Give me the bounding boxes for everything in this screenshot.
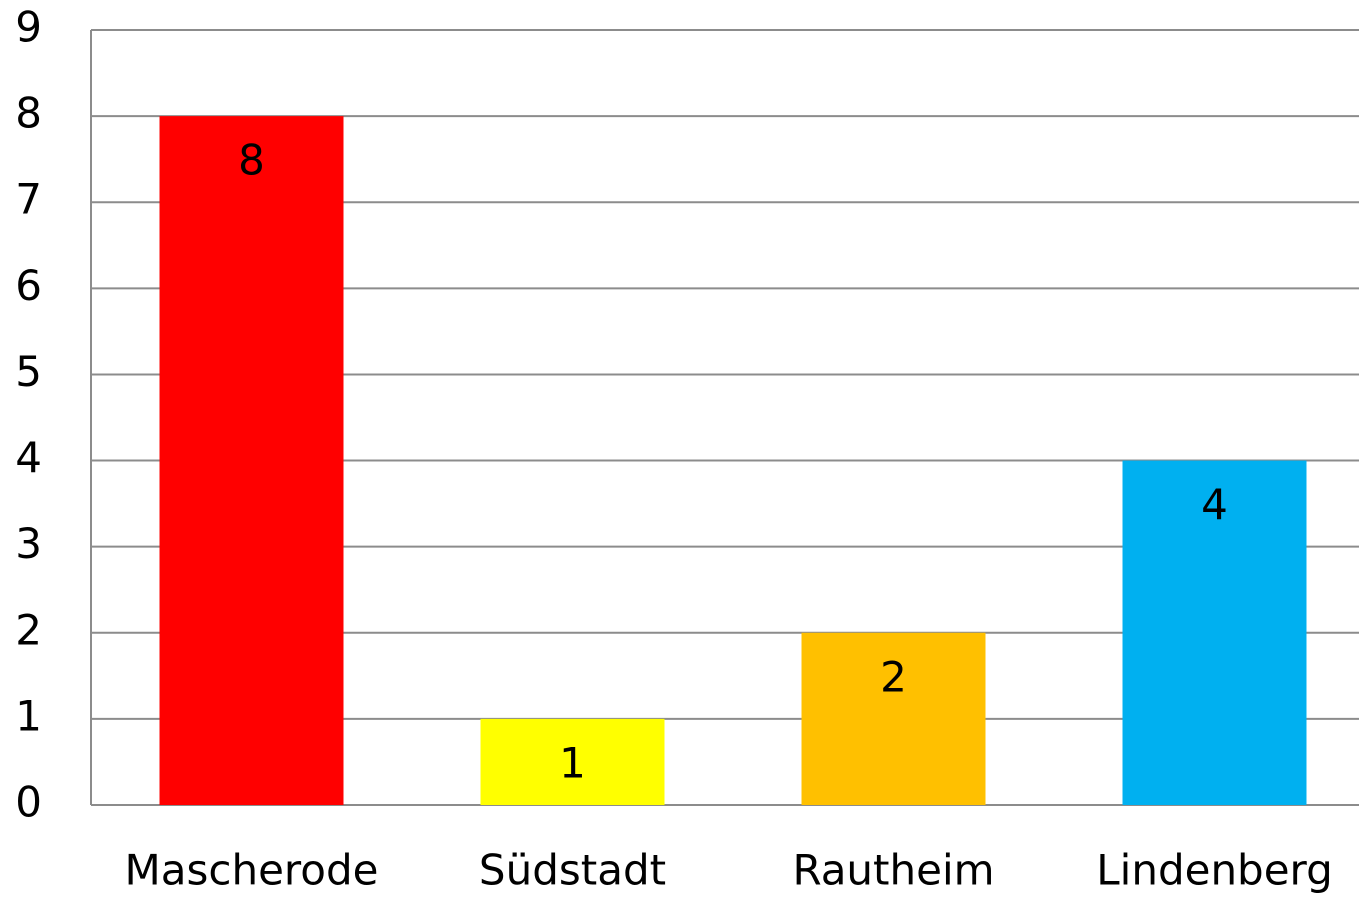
x-tick-label: Rautheim [792,846,994,895]
bar [480,718,665,805]
y-tick-label: 3 [15,519,42,568]
y-tick-label: 4 [15,433,42,482]
y-tick-label: 2 [15,605,42,654]
y-tick-label: 8 [15,89,42,138]
y-tick-label: 5 [15,347,42,396]
data-label: 1 [559,738,586,787]
x-tick-label: Südstadt [479,846,666,895]
y-tick-label: 7 [15,175,42,224]
y-tick-label: 0 [15,778,42,827]
x-tick-label: Mascherode [125,846,379,895]
y-tick-label: 1 [15,691,42,740]
y-tick-label: 6 [15,261,42,310]
data-label: 2 [880,652,907,701]
bar [159,116,344,806]
data-label: 8 [238,136,265,185]
bar [801,632,986,805]
x-tick-label: Lindenberg [1096,846,1333,895]
data-label: 4 [1201,480,1228,529]
bar [1122,460,1307,805]
y-tick-label: 9 [15,3,42,52]
